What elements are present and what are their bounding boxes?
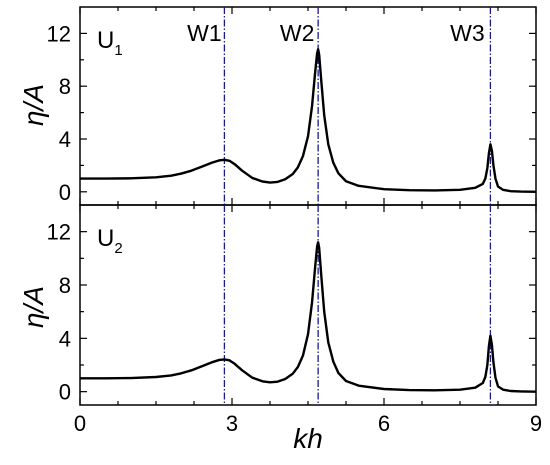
x-tick-label: 3 — [226, 411, 238, 436]
plot-frame — [79, 204, 537, 406]
y-tick-label: 4 — [59, 326, 71, 351]
y-axis-title-bottom: η/A — [18, 286, 49, 328]
y-tick-label: 0 — [59, 380, 71, 405]
x-axis-tick-labels: 0 3 6 9 — [74, 411, 542, 436]
y-tick-label: 4 — [59, 127, 71, 152]
x-tick-label: 0 — [74, 411, 86, 436]
y-tick-label: 8 — [59, 273, 71, 298]
panel-label: U2 — [97, 225, 123, 257]
panel-1: 0 4 8 12 U1 W1 W2 W3 — [47, 6, 537, 206]
x-axis-title: kh — [293, 423, 323, 454]
reference-line-label: W2 — [280, 20, 315, 46]
series-line — [80, 241, 537, 393]
y-axis-title-top: η/A — [18, 84, 49, 126]
panel-2: 0 4 8 12 U2 — [47, 204, 537, 406]
y-tick-label: 12 — [47, 220, 71, 245]
panel-label: U1 — [97, 27, 123, 59]
reference-line-label: W3 — [450, 20, 485, 46]
series-line — [80, 48, 537, 193]
reference-line-label: W1 — [187, 20, 222, 46]
panels: 0 4 8 12 U1 W1 W2 W3 0 4 8 12 U2 — [47, 6, 537, 406]
y-tick-label: 12 — [47, 21, 71, 46]
y-tick-label: 0 — [59, 180, 71, 205]
x-tick-label: 9 — [530, 411, 542, 436]
x-tick-label: 6 — [378, 411, 390, 436]
y-tick-label: 8 — [59, 74, 71, 99]
